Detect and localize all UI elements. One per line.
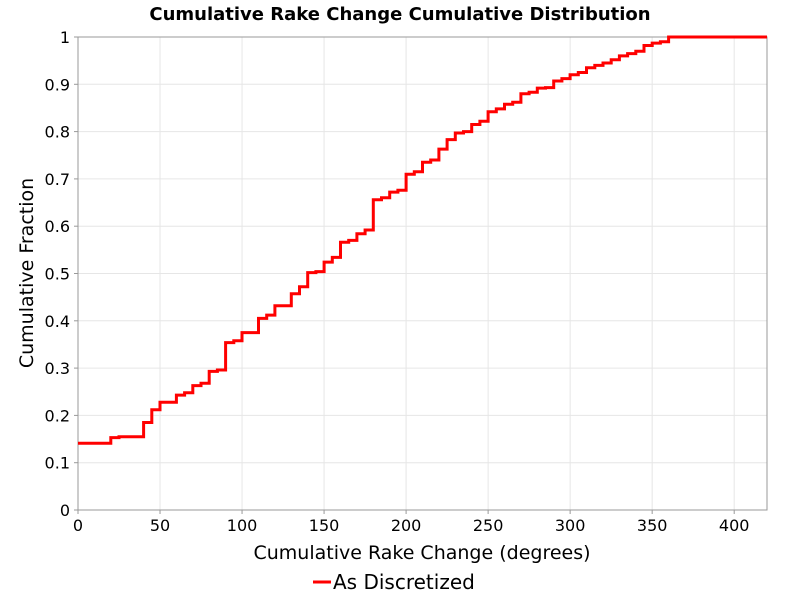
y-tick-label: 0.4 bbox=[45, 312, 70, 331]
x-tick-label: 400 bbox=[719, 516, 750, 535]
y-tick-label: 0.2 bbox=[45, 406, 70, 425]
x-tick-label: 100 bbox=[227, 516, 258, 535]
x-axis-label: Cumulative Rake Change (degrees) bbox=[253, 542, 590, 564]
y-tick-label: 0.5 bbox=[45, 265, 70, 284]
y-tick-label: 0.7 bbox=[45, 170, 70, 189]
x-tick-label: 50 bbox=[150, 516, 170, 535]
legend: As Discretized bbox=[313, 570, 475, 594]
series-line-as-discretized bbox=[78, 35, 767, 445]
grid-lines bbox=[78, 37, 767, 510]
y-tick-label: 0.3 bbox=[45, 359, 70, 378]
chart-title: Cumulative Rake Change Cumulative Distri… bbox=[149, 4, 650, 25]
legend-label: As Discretized bbox=[333, 570, 475, 594]
x-axis-ticks: 0 50 100 150 200 250 300 350 400 bbox=[73, 510, 750, 535]
y-tick-label: 0.8 bbox=[45, 123, 70, 142]
x-tick-label: 0 bbox=[73, 516, 83, 535]
y-tick-label: 0.6 bbox=[45, 217, 70, 236]
series-lines bbox=[78, 35, 767, 445]
y-tick-label: 1 bbox=[60, 28, 70, 47]
y-tick-label: 0 bbox=[60, 501, 70, 520]
y-axis-label: Cumulative Fraction bbox=[16, 178, 38, 368]
y-axis-ticks: 0 0.1 0.2 0.3 0.4 0.5 0.6 0.7 0.8 0.9 1 bbox=[45, 28, 78, 520]
y-tick-label: 0.9 bbox=[45, 75, 70, 94]
x-tick-label: 300 bbox=[555, 516, 586, 535]
x-tick-label: 250 bbox=[473, 516, 504, 535]
y-tick-label: 0.1 bbox=[45, 454, 70, 473]
x-tick-label: 350 bbox=[637, 516, 668, 535]
x-tick-label: 150 bbox=[309, 516, 340, 535]
x-tick-label: 200 bbox=[391, 516, 422, 535]
